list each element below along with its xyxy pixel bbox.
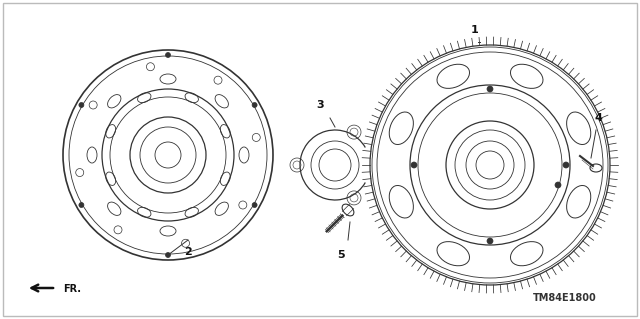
Circle shape: [79, 102, 84, 108]
Circle shape: [487, 238, 493, 244]
Text: 4: 4: [594, 113, 602, 123]
Circle shape: [166, 53, 170, 57]
Text: 3: 3: [316, 100, 324, 110]
Text: 5: 5: [337, 250, 345, 260]
Circle shape: [252, 203, 257, 207]
Text: 2: 2: [184, 247, 192, 257]
Text: 1: 1: [471, 25, 479, 35]
Ellipse shape: [590, 164, 602, 172]
Circle shape: [411, 162, 417, 168]
Circle shape: [252, 102, 257, 108]
Circle shape: [166, 253, 170, 257]
Circle shape: [555, 182, 561, 188]
Circle shape: [79, 203, 84, 207]
Circle shape: [487, 86, 493, 92]
Ellipse shape: [342, 204, 354, 216]
Circle shape: [563, 162, 569, 168]
Text: TM84E1800: TM84E1800: [533, 293, 597, 303]
Text: FR.: FR.: [63, 284, 81, 294]
